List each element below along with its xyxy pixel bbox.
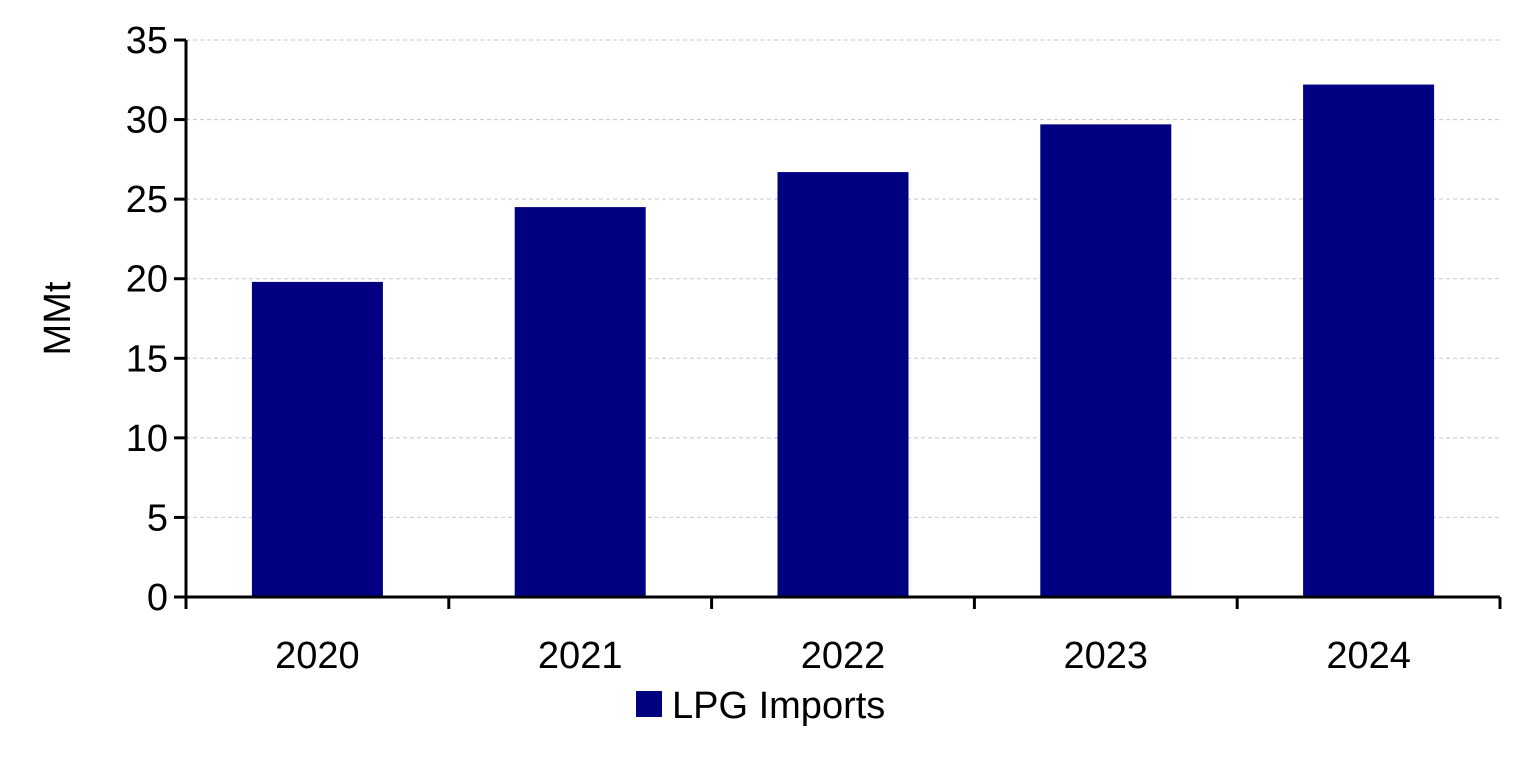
legend-label-lpg-imports: LPG Imports [672, 685, 885, 727]
y-tick-label: 15 [126, 338, 168, 380]
x-axis-ticks: 2020 2021 2022 2023 2024 [184, 597, 1502, 677]
x-tick-label-2021: 2021 [538, 635, 623, 677]
x-tick-label-2023: 2023 [1064, 635, 1149, 677]
y-tick-label: 35 [126, 20, 168, 62]
y-tick-label: 10 [126, 418, 168, 460]
y-tick-label: 30 [126, 100, 168, 142]
bar-2021 [514, 207, 646, 597]
x-tick-label-2020: 2020 [275, 635, 360, 677]
y-tick-label: 20 [126, 259, 168, 301]
legend: LPG Imports [636, 685, 885, 727]
bar-2022 [777, 172, 909, 598]
y-tick-label: 5 [147, 497, 168, 539]
legend-swatch-lpg-imports [636, 691, 662, 717]
axes [184, 40, 1500, 599]
bar-2023 [1040, 124, 1172, 598]
y-tick-label: 0 [147, 577, 168, 619]
x-tick-label-2024: 2024 [1326, 635, 1411, 677]
x-tick-label-2022: 2022 [801, 635, 886, 677]
bars [251, 84, 1435, 598]
gridlines [186, 39, 1500, 518]
y-tick-label: 25 [126, 179, 168, 221]
bar-2024 [1303, 84, 1435, 597]
y-axis-ticks: 0 5 10 15 20 25 30 35 [126, 20, 186, 619]
y-axis-title: MMt [37, 281, 79, 355]
bar-2020 [251, 281, 383, 597]
